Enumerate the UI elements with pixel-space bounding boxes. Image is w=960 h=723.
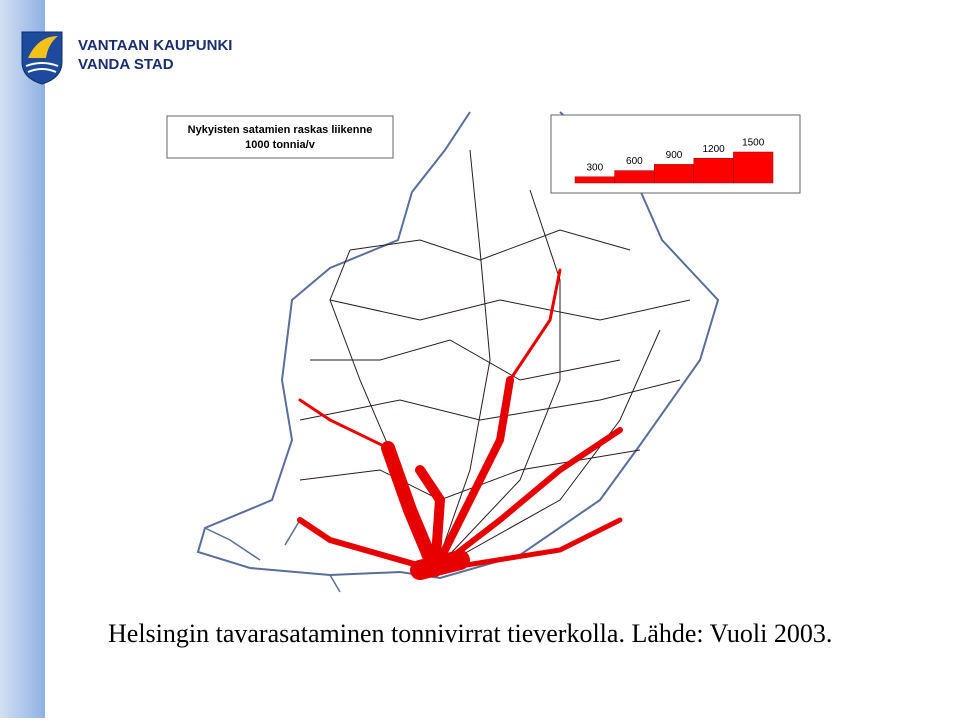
caption: Helsingin tavarasataminen tonnivirrat ti… [108, 619, 832, 648]
side-strip [0, 0, 45, 718]
legend-label: 900 [666, 150, 683, 161]
legend-label: 1200 [702, 144, 725, 155]
legend-step [693, 157, 734, 184]
legend-label: 600 [626, 156, 643, 167]
logo [21, 31, 63, 85]
legend-step [574, 176, 615, 184]
legend-step [614, 170, 655, 184]
map [196, 111, 720, 593]
legend-step [733, 151, 774, 184]
org-name: VANTAAN KAUPUNKI [78, 37, 232, 54]
map-title-box [166, 115, 394, 159]
legend-label: 1500 [742, 138, 765, 149]
org-name: VANDA STAD [78, 56, 174, 73]
map-unit: 1000 tonnia/v [245, 139, 316, 151]
legend-step [653, 164, 695, 184]
map-title: Nykyisten satamien raskas liikenne [188, 124, 373, 136]
legend-label: 300 [586, 162, 603, 173]
